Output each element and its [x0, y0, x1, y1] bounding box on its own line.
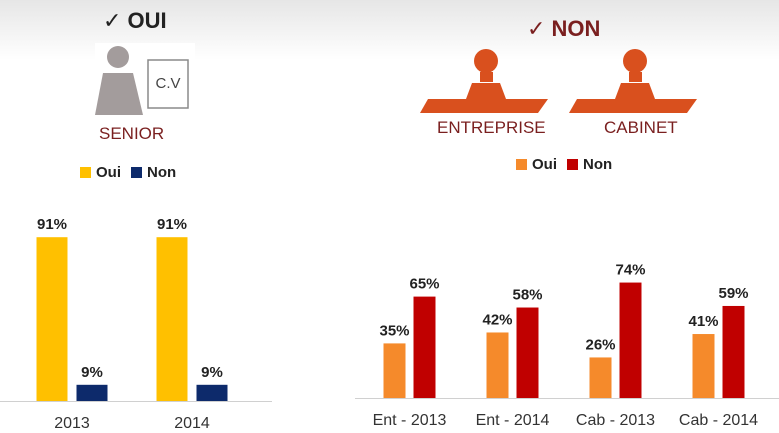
- entreprise-caption: ENTREPRISE: [437, 118, 546, 137]
- legend-label-non: Non: [147, 164, 177, 181]
- legend-item-oui-right: Oui: [516, 156, 557, 173]
- x-tick-label-cab-2014: Cab - 2014: [679, 412, 758, 429]
- data-label-oui-cab-2013: 26%: [585, 336, 615, 353]
- bar-oui-2014: [156, 237, 188, 401]
- bar-oui-cab-2014: [692, 334, 715, 398]
- person-head-icon: [107, 46, 129, 68]
- data-label-oui-ent-2014: 42%: [482, 311, 512, 328]
- legend-swatch-oui: [80, 167, 91, 178]
- data-label-oui-2014: 91%: [157, 216, 187, 233]
- bar-non-ent-2013: [413, 296, 436, 398]
- left-bar-chart: 91% 9% 2013 91% 9% 2014: [0, 216, 272, 432]
- data-label-non-ent-2014: 58%: [512, 287, 542, 304]
- senior-cv-icon: C.V: [95, 43, 195, 118]
- data-label-non-2014: 9%: [201, 364, 223, 381]
- legend-swatch-oui-right: [516, 159, 527, 170]
- data-label-non-cab-2013: 74%: [615, 262, 645, 279]
- cabinet-caption: CABINET: [604, 118, 678, 137]
- legend-item-non: Non: [131, 164, 176, 181]
- bar-oui-ent-2014: [486, 332, 509, 398]
- oui-header: ✓ OUI: [103, 8, 167, 33]
- data-label-non-ent-2013: 65%: [409, 276, 439, 293]
- entreprise-stamp-icon: [420, 49, 548, 113]
- data-label-non-2013: 9%: [81, 364, 103, 381]
- data-label-oui-cab-2014: 41%: [688, 313, 718, 330]
- person-body-icon: [95, 73, 143, 115]
- non-header: ✓ NON: [527, 16, 601, 41]
- cv-document-icon: [147, 59, 189, 109]
- data-label-oui-ent-2013: 35%: [379, 322, 409, 339]
- data-label-oui-2013: 91%: [37, 216, 67, 233]
- data-label-non-cab-2014: 59%: [718, 285, 748, 302]
- x-tick-label-ent-2014: Ent - 2014: [476, 412, 550, 429]
- left-legend: Oui Non: [80, 164, 186, 181]
- x-tick-label-2013: 2013: [54, 415, 90, 432]
- senior-caption: SENIOR: [99, 124, 165, 143]
- legend-item-non-right: Non: [567, 156, 612, 173]
- cabinet-stamp-icon: [569, 49, 697, 113]
- right-legend: Oui Non: [516, 156, 622, 173]
- legend-label-oui-right: Oui: [532, 156, 557, 173]
- legend-item-oui: Oui: [80, 164, 121, 181]
- bar-non-ent-2014: [516, 307, 539, 398]
- bar-non-2014: [196, 384, 228, 401]
- bar-non-cab-2013: [619, 282, 642, 398]
- legend-swatch-non-right: [567, 159, 578, 170]
- bar-non-cab-2014: [722, 305, 745, 398]
- cv-label: C.V: [155, 75, 180, 92]
- x-tick-label-ent-2013: Ent - 2013: [373, 412, 447, 429]
- bar-oui-2013: [36, 237, 68, 401]
- bar-oui-cab-2013: [589, 357, 612, 398]
- x-tick-label-2014: 2014: [174, 415, 210, 432]
- bar-non-2013: [76, 384, 108, 401]
- legend-label-oui: Oui: [96, 164, 121, 181]
- legend-swatch-non: [131, 167, 142, 178]
- bar-oui-ent-2013: [383, 343, 406, 398]
- x-tick-label-cab-2013: Cab - 2013: [576, 412, 655, 429]
- legend-label-non-right: Non: [583, 156, 613, 173]
- right-bar-chart: 35% 65% Ent - 2013 42%58% Ent - 2014 26% 74% Ca…: [355, 262, 779, 429]
